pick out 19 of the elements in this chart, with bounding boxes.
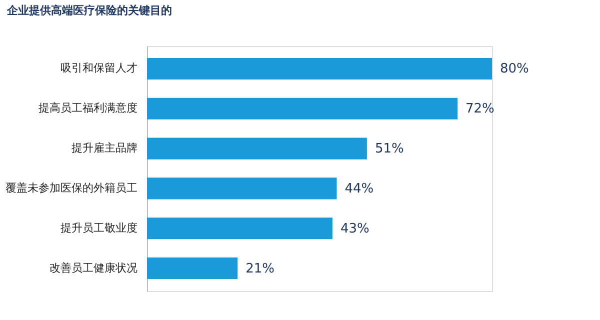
y-tick-label: 吸引和保留人才 <box>60 62 138 75</box>
bar <box>147 138 367 160</box>
chart-title: 企业提供高端医疗保险的关键目的 <box>6 4 172 17</box>
y-tick-label: 提高员工福利满意度 <box>38 102 138 115</box>
bar <box>147 178 337 200</box>
y-tick-label: 提升雇主品牌 <box>72 142 138 155</box>
data-label: 44% <box>344 181 374 196</box>
data-label: 72% <box>466 102 494 117</box>
data-label: 80% <box>500 62 529 77</box>
y-tick-label: 覆盖未参加医保的外籍员工 <box>6 181 138 194</box>
bar <box>147 218 332 240</box>
y-tick-label: 改善员工健康状况 <box>50 261 138 274</box>
data-label: 43% <box>340 221 370 236</box>
y-tick-label: 提升员工敬业度 <box>60 221 138 234</box>
bar <box>147 58 492 80</box>
data-label: 51% <box>374 142 404 157</box>
bar <box>147 257 238 280</box>
bar <box>147 98 458 120</box>
data-label: 21% <box>246 261 274 276</box>
